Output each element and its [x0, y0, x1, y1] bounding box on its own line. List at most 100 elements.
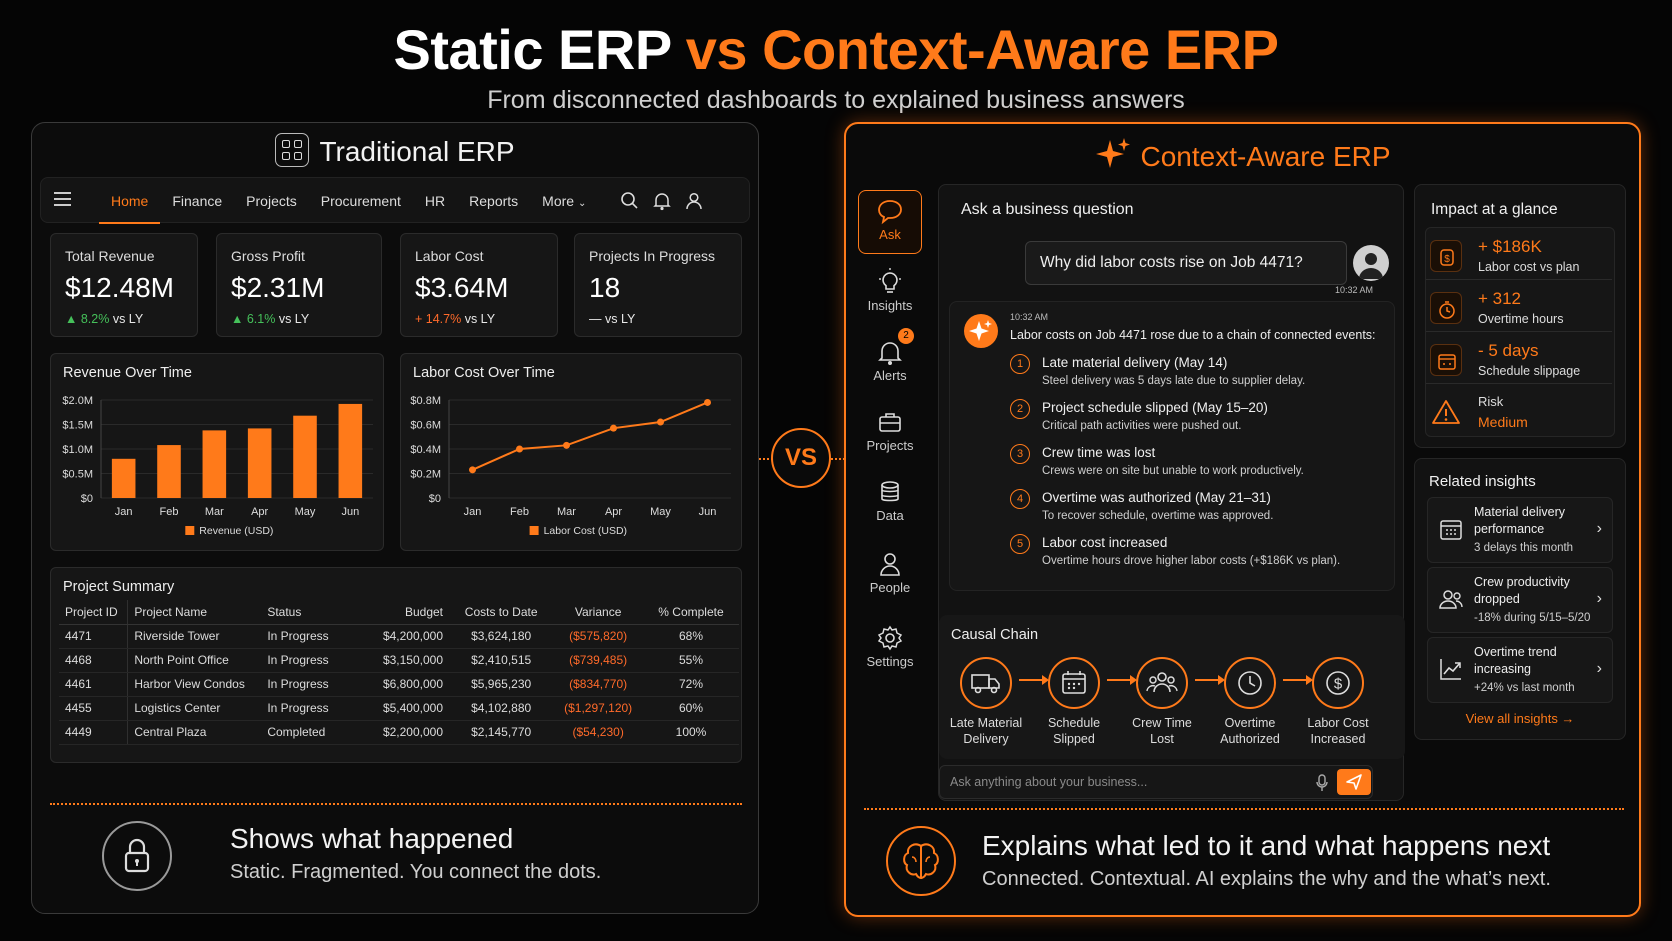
impact-value: - 5 days — [1478, 341, 1539, 360]
legend-label: Revenue (USD) — [199, 525, 273, 537]
ask-input[interactable]: Ask anything about your business... — [939, 765, 1373, 799]
sidebar-item-data[interactable]: Data — [858, 472, 922, 536]
column-header[interactable]: % Complete — [642, 600, 739, 625]
project-summary-table: Project ID Project Name Status Budget Costs … — [59, 600, 739, 745]
table-cell: Riverside Tower — [127, 624, 262, 649]
kpi-projects-in-progress[interactable]: Projects In Progress 18 — vs LY — [574, 233, 742, 337]
sidebar-item-projects[interactable]: Projects — [858, 402, 922, 466]
main-title: Static ERP vs Context-Aware ERP — [0, 18, 1672, 82]
kpi-change-value: + 14.7% — [415, 312, 462, 326]
causal-node[interactable]: Schedule Slipped — [1031, 657, 1117, 747]
insight-item[interactable]: Material delivery performance 3 delays t… — [1427, 497, 1613, 563]
table-cell: 4461 — [59, 672, 129, 697]
y-tick-label: $0 — [429, 493, 441, 505]
insight-item[interactable]: Crew productivity dropped -18% during 5/… — [1427, 567, 1613, 633]
step-number: 2 — [1010, 399, 1030, 419]
x-tick-label: Jan — [464, 506, 482, 518]
table-cell: $2,145,770 — [449, 720, 554, 745]
kpi-change-suffix: vs LY — [275, 312, 310, 326]
kpi-labor-cost[interactable]: Labor Cost $3.64M + 14.7% vs LY — [400, 233, 558, 337]
table-row[interactable]: 4468 North Point Office In Progress $3,150,… — [59, 648, 739, 673]
view-all-insights-link[interactable]: View all insights → — [1465, 711, 1575, 726]
ai-answer: 10:32 AM Labor costs on Job 4471 rose du… — [949, 301, 1395, 591]
search-icon[interactable] — [619, 190, 641, 212]
stopwatch-icon — [1430, 292, 1462, 324]
data-point — [516, 445, 523, 453]
impact-item: + 312 Overtime hours — [1426, 282, 1612, 332]
nav-procurement[interactable]: Procurement — [320, 193, 401, 209]
warning-icon — [1430, 396, 1462, 428]
causal-node[interactable]: $ Labor Cost Increased — [1295, 657, 1381, 747]
table-cell: Completed — [261, 720, 362, 745]
column-header[interactable]: Variance — [553, 600, 643, 625]
bar — [293, 415, 317, 498]
x-tick-label: Mar — [557, 506, 576, 518]
related-insights-panel: Related insights Material delivery perfo… — [1414, 458, 1626, 740]
insight-item[interactable]: Overtime trend increasing +24% vs last m… — [1427, 637, 1613, 703]
step-number: 3 — [1010, 444, 1030, 464]
bar — [247, 428, 272, 498]
bar — [202, 430, 227, 498]
nav-hr[interactable]: HR — [424, 193, 446, 209]
column-header[interactable]: Status — [261, 600, 362, 625]
bar — [338, 403, 363, 498]
kpi-change-value: — — [589, 312, 602, 326]
x-tick-label: Jun — [341, 506, 359, 518]
column-header[interactable]: Costs to Date — [449, 600, 554, 625]
table-row[interactable]: 4471 Riverside Tower In Progress $4,200,000… — [59, 624, 739, 649]
nav-finance[interactable]: Finance — [172, 193, 223, 209]
vs-connector-right — [831, 458, 845, 460]
kpi-gross-profit[interactable]: Gross Profit $2.31M ▲ 6.1% vs LY — [216, 233, 382, 337]
table-row[interactable]: 4449 Central Plaza Completed $2,200,000 $2,1… — [59, 720, 739, 745]
causal-node[interactable]: Overtime Authorized — [1207, 657, 1293, 747]
bell-icon[interactable] — [651, 190, 673, 212]
microphone-icon[interactable] — [1315, 774, 1329, 792]
vs-connector-left — [759, 458, 773, 460]
impact-label: Overtime hours — [1478, 312, 1564, 326]
impact-item: - 5 days Schedule slippage — [1426, 334, 1612, 384]
gear-icon — [877, 625, 903, 651]
table-row[interactable]: 4455 Logistics Center In Progress $5,400,00… — [59, 696, 739, 721]
chevron-down-icon: ⌄ — [577, 198, 587, 209]
sidebar-item-people[interactable]: People — [858, 544, 922, 608]
arrow-icon — [1019, 675, 1049, 685]
table-cell: 55% — [642, 648, 739, 673]
column-header[interactable]: Project ID — [59, 600, 129, 625]
column-header[interactable]: Project Name — [127, 600, 262, 625]
sidebar-item-settings[interactable]: Settings — [858, 618, 922, 682]
panel-title-text: Context-Aware ERP — [1140, 141, 1391, 172]
causal-label: Overtime — [1224, 716, 1276, 730]
causal-node[interactable]: Late Material Delivery — [943, 657, 1029, 747]
project-summary-card: Project Summary Project ID Project Name St… — [50, 567, 742, 763]
table-cell: 4455 — [59, 696, 129, 721]
nav-home[interactable]: Home — [99, 178, 161, 224]
nav-reports[interactable]: Reports — [469, 193, 519, 209]
column-header[interactable]: Budget — [361, 600, 450, 625]
table-cell: $2,410,515 — [449, 648, 554, 673]
step-number: 4 — [1010, 489, 1030, 509]
kpi-total-revenue[interactable]: Total Revenue $12.48M ▲ 8.2% vs LY — [50, 233, 198, 337]
insight-detail: +24% vs last month — [1474, 682, 1575, 694]
sidebar-item-alerts[interactable]: 2 Alerts — [858, 328, 922, 396]
labor-line-chart: $0 $0.2M $0.4M $0.6M $0.8M Jan Feb Mar Apr May Jun… — [410, 395, 731, 537]
kpi-change: ▲ 6.1% vs LY — [231, 312, 309, 326]
causal-node[interactable]: Crew Time Lost — [1119, 657, 1205, 747]
sidebar-label: Ask — [879, 227, 901, 242]
nav-more[interactable]: More ⌄ — [530, 178, 598, 224]
data-point — [657, 418, 664, 426]
user-icon[interactable] — [683, 190, 705, 212]
sidebar-item-ask[interactable]: Ask — [858, 190, 922, 254]
nav-more-label: More — [542, 193, 575, 209]
sidebar-item-insights[interactable]: Insights — [858, 262, 922, 326]
menu-icon[interactable] — [54, 192, 71, 206]
insight-title: Material delivery performance — [1474, 505, 1566, 536]
sidebar-label: Projects — [866, 438, 914, 453]
people-icon — [1439, 590, 1463, 609]
nav-projects[interactable]: Projects — [246, 193, 297, 209]
send-button[interactable] — [1337, 769, 1371, 795]
chart-title: Labor Cost Over Time — [413, 365, 555, 381]
impact-label: Labor cost vs plan — [1478, 260, 1580, 274]
kpi-label: Total Revenue — [65, 248, 155, 264]
calendar-icon — [1062, 671, 1086, 694]
table-row[interactable]: 4461 Harbor View Condos In Progress $6,800,… — [59, 672, 739, 697]
